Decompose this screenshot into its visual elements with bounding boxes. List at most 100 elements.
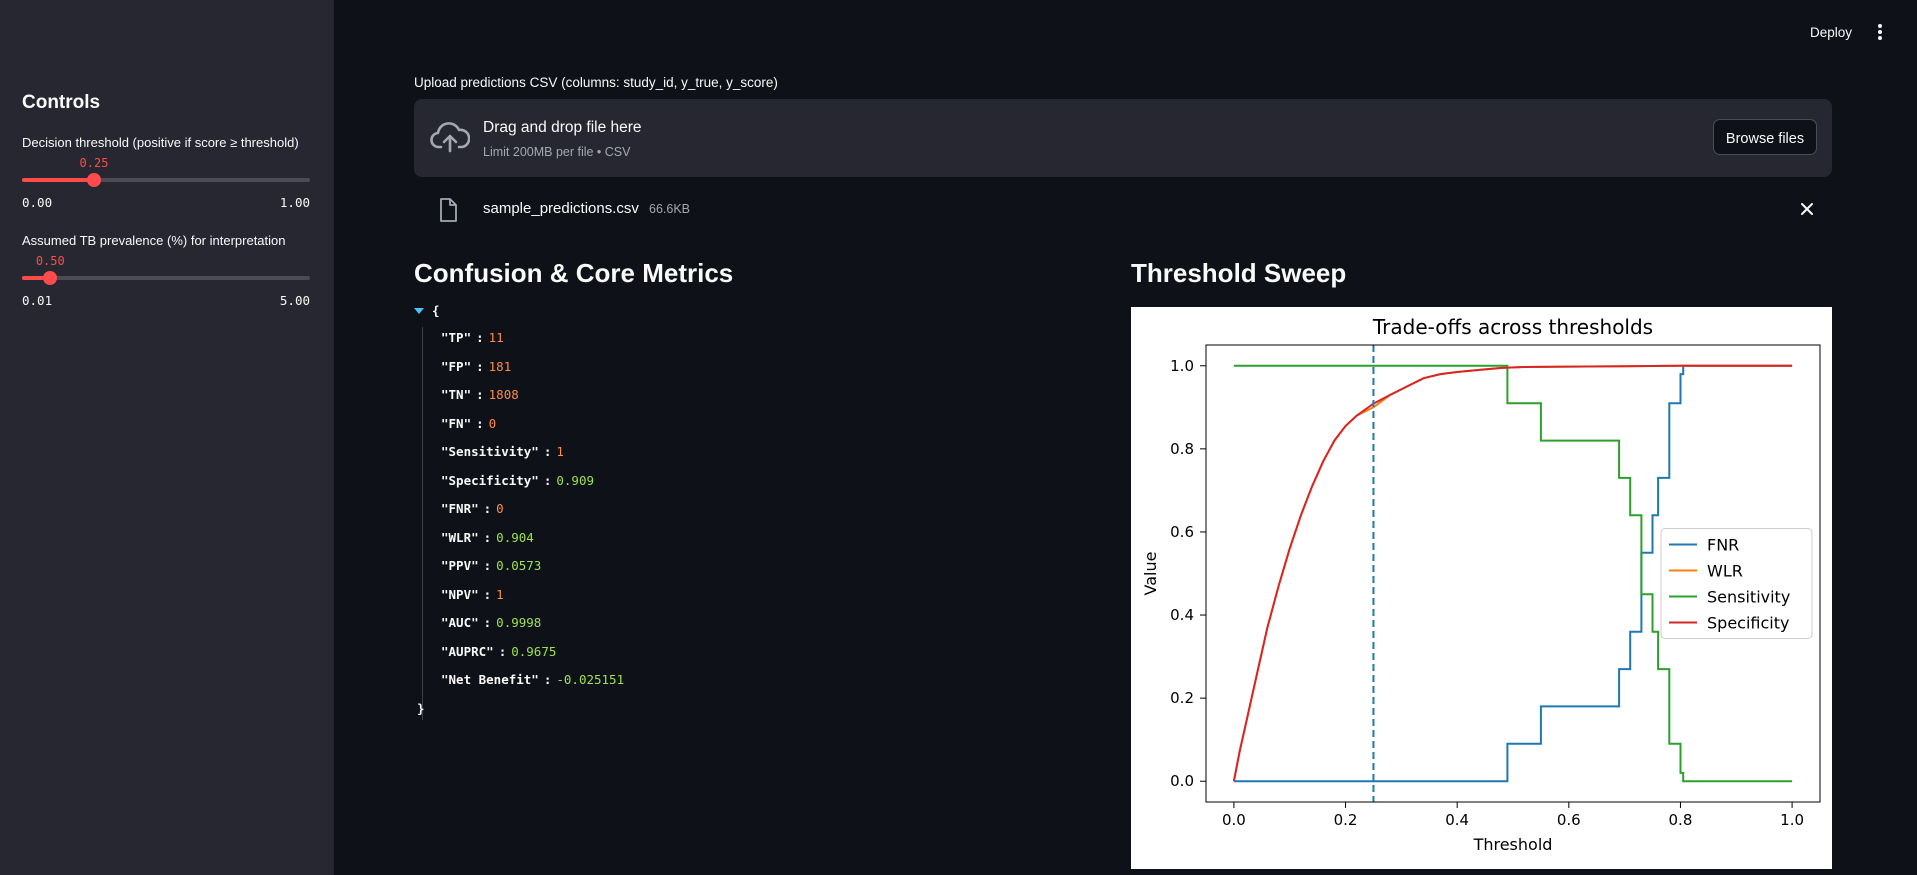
threshold-slider-fill xyxy=(22,178,94,182)
browse-files-button[interactable]: Browse files xyxy=(1713,119,1817,155)
metric-key: "Net Benefit" xyxy=(441,672,539,687)
vertical-ellipsis-icon[interactable] xyxy=(1872,22,1888,44)
json-colon: : xyxy=(543,672,552,687)
metric-row: "Sensitivity":1 xyxy=(441,444,564,459)
metric-row: "NPV":1 xyxy=(441,587,504,602)
metric-row: "Net Benefit": -0.025151 xyxy=(441,672,624,687)
metric-value: 0.9998 xyxy=(496,615,542,630)
metric-key: "Specificity" xyxy=(441,472,539,488)
uploaded-file-name: sample_predictions.csv xyxy=(483,200,639,217)
metric-row: "FN":0 xyxy=(441,416,496,431)
json-colon: : xyxy=(476,330,484,345)
json-colon: : xyxy=(476,387,484,402)
json-colon: : xyxy=(543,472,552,488)
threshold-slider-max: 1.00 xyxy=(279,195,310,210)
legend-label: Specificity xyxy=(1707,614,1789,633)
series-line-sensitivity xyxy=(1233,364,1793,783)
metric-row: "Specificity":0.909 xyxy=(441,473,594,488)
prevalence-slider-label: Assumed TB prevalence (%) for interpreta… xyxy=(22,233,286,248)
metric-key: "Sensitivity" xyxy=(441,444,539,459)
plot-frame xyxy=(1205,344,1821,803)
file-dropzone[interactable]: Drag and drop file here Limit 200MB per … xyxy=(414,99,1832,177)
threshold-slider-handle[interactable] xyxy=(87,173,101,187)
metric-value: 0.904 xyxy=(496,529,534,545)
series-line-fnr xyxy=(1233,364,1793,783)
metric-row: "TN":1808 xyxy=(441,387,519,402)
x-tick-label: 0.8 xyxy=(1669,811,1693,829)
threshold-slider-value: 0.25 xyxy=(79,156,109,170)
y-tick-label: 0.6 xyxy=(1170,523,1194,541)
json-colon: : xyxy=(476,415,484,431)
y-tick-label: 0.2 xyxy=(1170,689,1194,707)
prevalence-slider-max: 5.00 xyxy=(279,293,310,308)
prevalence-slider[interactable] xyxy=(22,271,310,285)
metric-value: 0.909 xyxy=(556,472,595,488)
close-icon[interactable] xyxy=(1797,199,1817,219)
metric-key: "PPV" xyxy=(441,558,479,573)
cloud-upload-icon xyxy=(430,122,470,153)
threshold-slider-label: Decision threshold (positive if score ≥ … xyxy=(22,135,299,150)
metric-key: "FN" xyxy=(441,415,472,431)
y-tick-label: 1.0 xyxy=(1170,357,1194,375)
prevalence-slider-min: 0.01 xyxy=(22,293,53,308)
json-colon: : xyxy=(476,358,484,374)
x-tick-label: 0.0 xyxy=(1222,811,1246,829)
metric-row: "WLR":0.904 xyxy=(441,530,534,545)
dropzone-limit: Limit 200MB per file • CSV xyxy=(483,145,631,159)
prevalence-slider-value: 0.50 xyxy=(35,254,65,268)
json-close-brace: } xyxy=(417,701,425,716)
json-colon: : xyxy=(483,558,492,573)
json-colon: : xyxy=(483,529,492,545)
upload-label: Upload predictions CSV (columns: study_i… xyxy=(414,75,778,90)
metric-value: 0 xyxy=(488,415,497,431)
prevalence-slider-handle[interactable] xyxy=(43,271,58,285)
json-colon: : xyxy=(483,586,492,602)
collapse-caret-icon[interactable] xyxy=(414,308,424,314)
metric-key: "FNR" xyxy=(441,501,479,516)
metric-key: "NPV" xyxy=(441,586,479,602)
metric-row: "TP":11 xyxy=(441,330,504,345)
threshold-sweep-chart: Trade-offs across thresholds 0.0 0.2 0.4 0.6… xyxy=(1131,307,1832,869)
x-tick-label: 0.2 xyxy=(1334,811,1358,829)
sidebar-title: Controls xyxy=(22,92,101,113)
legend-label: WLR xyxy=(1707,562,1743,581)
metric-row: "FP":181 xyxy=(441,359,511,374)
metric-value: 1 xyxy=(556,444,564,459)
y-tick-label: 0.4 xyxy=(1170,606,1194,624)
metrics-heading: Confusion & Core Metrics xyxy=(414,258,734,288)
y-tick-label: 0.0 xyxy=(1170,772,1194,790)
x-axis-label: Threshold xyxy=(1473,835,1553,854)
sidebar: Controls Decision threshold (positive if… xyxy=(0,0,334,875)
metric-row: "AUC":0.9998 xyxy=(441,615,541,630)
metric-row: "PPV":0.0573 xyxy=(441,558,541,573)
metric-key: "AUPRC" xyxy=(441,643,494,659)
metric-key: "AUC" xyxy=(441,615,479,630)
json-open-brace: { xyxy=(432,303,440,318)
json-indent-guide xyxy=(422,327,423,720)
metric-value: 0.9675 xyxy=(511,643,557,659)
deploy-button[interactable]: Deploy xyxy=(1810,25,1853,40)
threshold-slider-min: 0.00 xyxy=(22,195,53,210)
metric-key: "TP" xyxy=(441,330,472,345)
json-colon: : xyxy=(498,643,507,659)
prevalence-slider-fill xyxy=(22,276,51,280)
legend-label: Sensitivity xyxy=(1707,588,1790,607)
metric-key: "TN" xyxy=(441,387,472,402)
y-tick-label: 0.8 xyxy=(1170,440,1194,458)
metric-value: 0 xyxy=(496,501,504,516)
metric-row: "FNR":0 xyxy=(441,501,504,516)
json-colon: : xyxy=(543,444,552,459)
metric-key: "WLR" xyxy=(441,529,479,545)
json-colon: : xyxy=(483,615,492,630)
y-axis-label: Value xyxy=(1141,552,1160,596)
legend-box xyxy=(1660,528,1813,639)
threshold-slider[interactable] xyxy=(22,173,310,187)
metric-value: 0.0573 xyxy=(496,558,542,573)
json-colon: : xyxy=(483,501,492,516)
x-tick-label: 1.0 xyxy=(1780,811,1804,829)
metric-value: 1808 xyxy=(488,387,519,402)
metric-value: 11 xyxy=(488,330,504,345)
dropzone-instruction: Drag and drop file here xyxy=(483,119,642,136)
file-icon xyxy=(440,198,457,222)
threshold-sweep-svg: Trade-offs across thresholds 0.0 0.2 0.4 0.6… xyxy=(1141,315,1821,854)
